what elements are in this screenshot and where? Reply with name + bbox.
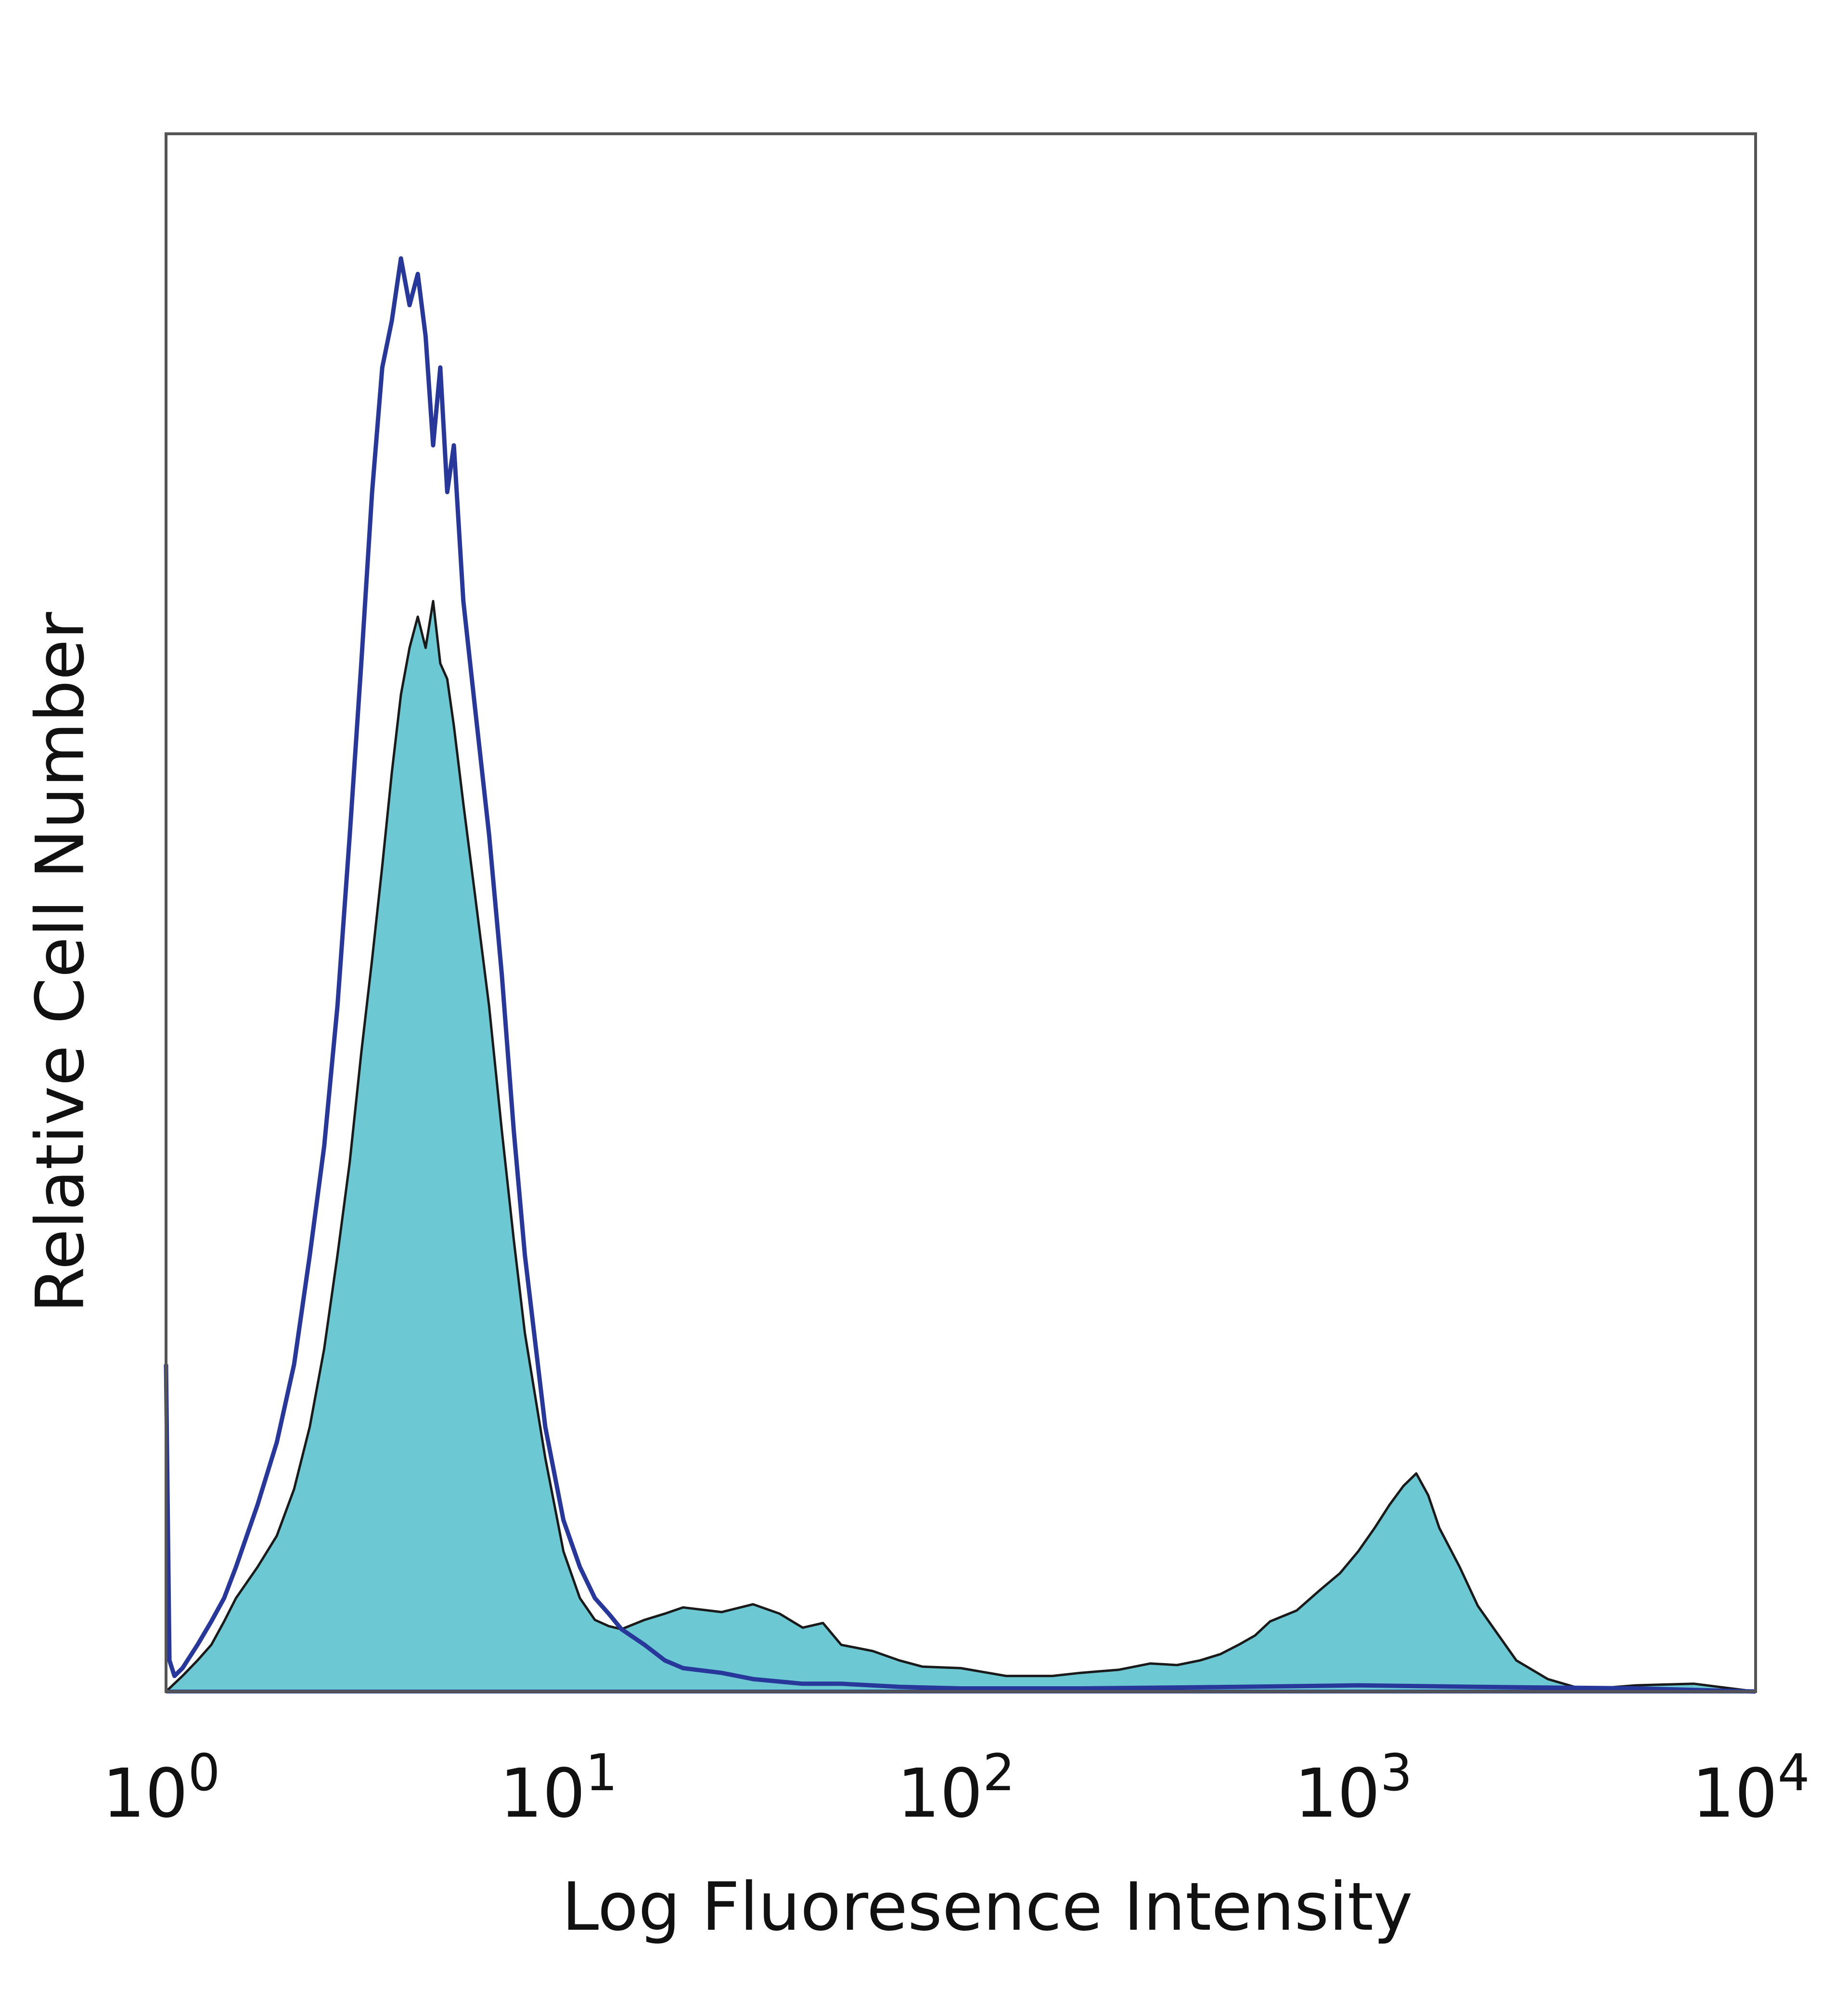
x-tick-label-2: 102 [897,1744,1015,1833]
x-axis-ticks: 100 101 102 103 104 [103,1744,1810,1833]
series-1-line [164,256,1756,1694]
x-tick-label-1: 101 [500,1744,617,1833]
y-axis-title: Relative Cell Number [22,612,99,1313]
x-tick-label-3: 103 [1295,1744,1412,1833]
series-0-area [166,601,1756,1692]
x-axis-title: Log Fluoresence Intensity [562,1868,1412,1946]
x-tick-label-4: 104 [1692,1744,1810,1833]
series-0-line [165,600,1756,1693]
plot-area [164,256,1756,1694]
plot-frame [165,132,1757,1693]
x-tick-label-0: 100 [103,1744,220,1833]
